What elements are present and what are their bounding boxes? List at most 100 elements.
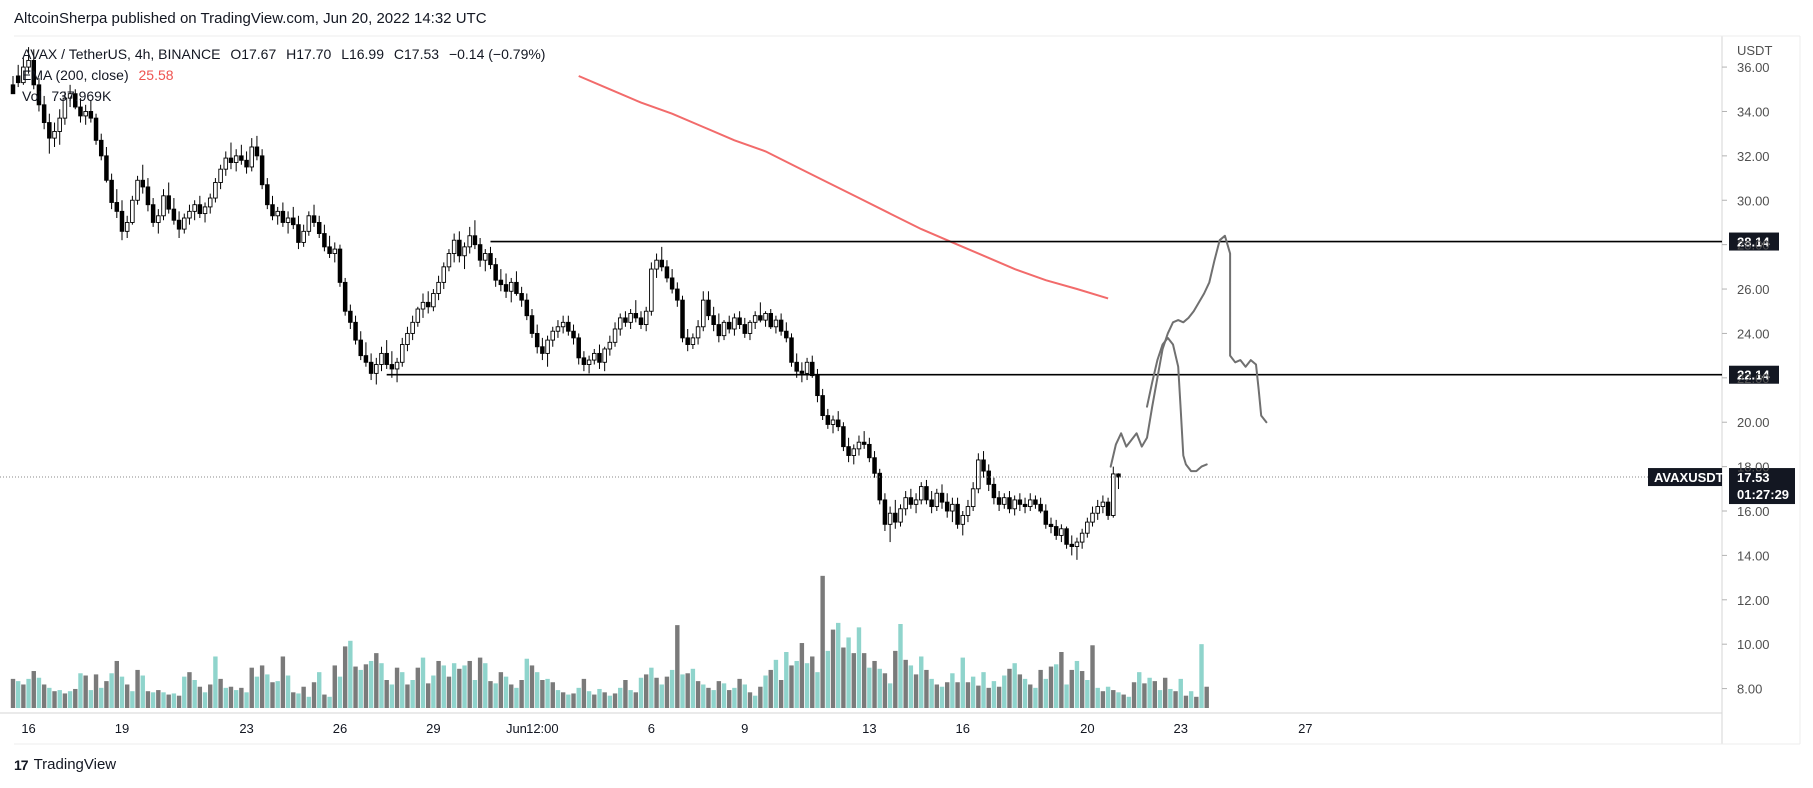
volume-bar xyxy=(1038,669,1043,708)
candle-body xyxy=(768,313,773,328)
candle-body xyxy=(680,299,685,339)
volume-bar xyxy=(410,680,415,708)
candle-body xyxy=(119,210,125,232)
volume-bar xyxy=(270,682,275,708)
projection-sketch xyxy=(1146,336,1208,473)
volume-bar xyxy=(1043,678,1049,708)
candle-body xyxy=(379,352,384,365)
candle-body xyxy=(327,246,332,254)
volume-bar xyxy=(291,692,296,708)
candles xyxy=(10,47,1121,560)
volume-bar xyxy=(960,657,965,708)
candle-body xyxy=(778,319,784,332)
candle-body xyxy=(483,253,488,261)
candle-body xyxy=(353,321,358,341)
candle-body xyxy=(498,279,504,286)
candle-body xyxy=(919,486,924,501)
legend-vol-value: 737.969K xyxy=(51,88,112,104)
volume-bar xyxy=(867,667,872,708)
candle-body xyxy=(872,457,877,474)
volume-bar xyxy=(145,691,151,708)
candle-body xyxy=(830,419,836,425)
candle-body xyxy=(182,217,187,230)
volume-bar xyxy=(415,667,421,708)
candle-body xyxy=(187,210,192,219)
volume-bar xyxy=(939,686,945,708)
volume-bar xyxy=(856,627,862,708)
volume-bar xyxy=(171,693,177,708)
time-tick-label: 20 xyxy=(1080,721,1094,736)
volume-bar xyxy=(836,622,841,708)
volume-bar xyxy=(1002,675,1007,708)
volume-bar xyxy=(472,680,478,708)
candle-body xyxy=(1048,523,1054,527)
candle-body xyxy=(545,339,550,354)
candle-body xyxy=(664,266,670,279)
volume-bar xyxy=(711,690,716,708)
candle-body xyxy=(493,264,498,281)
volume-bar xyxy=(1142,683,1147,708)
candle-body xyxy=(882,499,888,525)
candle-body xyxy=(1069,543,1075,547)
candle-body xyxy=(1043,510,1049,525)
candle-body xyxy=(301,230,306,243)
tradingview-logo[interactable]: 17 TradingView xyxy=(14,756,116,773)
legend-vol-label[interactable]: Vol xyxy=(22,88,42,104)
candle-body xyxy=(467,235,472,248)
volume-bar xyxy=(970,676,976,708)
volume-bar xyxy=(124,684,130,708)
legend-symbol[interactable]: AVAX / TetherUS, 4h, BINANCE xyxy=(22,46,221,62)
volume-bar xyxy=(830,629,836,708)
candle-body xyxy=(254,146,260,157)
volume-bar xyxy=(1137,672,1142,708)
candle-body xyxy=(861,441,867,445)
volume-bar xyxy=(1069,669,1074,708)
price-tick-label: 26.00 xyxy=(1737,282,1770,297)
candle-body xyxy=(26,59,31,68)
tradingview-logo-text: TradingView xyxy=(33,756,117,773)
volume-bar xyxy=(176,695,182,708)
volume-bar xyxy=(93,674,99,708)
candle-body xyxy=(52,130,57,139)
volume-bar xyxy=(742,684,747,708)
candle-body xyxy=(893,512,898,523)
volume-bar xyxy=(446,676,452,708)
legend-ema-row: EMA (200, close) 25.58 xyxy=(22,65,551,86)
volume-bar xyxy=(1085,680,1090,708)
candle-body xyxy=(867,443,872,459)
volume-bar xyxy=(706,687,711,708)
volume-bar xyxy=(586,691,592,708)
candle-body xyxy=(835,419,841,428)
time-tick-label: 16 xyxy=(956,721,970,736)
volume-bar xyxy=(208,684,213,708)
legend-open: O17.67 xyxy=(230,46,277,62)
level-badge xyxy=(1729,365,1779,384)
candle-body xyxy=(633,313,639,319)
volume-bar xyxy=(1121,694,1126,708)
candle-body xyxy=(763,313,768,321)
volume-bar xyxy=(986,687,991,708)
candle-body xyxy=(114,202,120,212)
candle-body xyxy=(135,179,140,201)
volume-bar xyxy=(1178,678,1183,708)
volume-bar xyxy=(550,682,555,708)
legend-ema-label[interactable]: EMA (200, close) xyxy=(22,67,129,83)
volume-bar xyxy=(638,677,644,708)
volume-bar xyxy=(555,690,561,708)
candle-body xyxy=(259,155,265,186)
volume-bar xyxy=(218,678,223,708)
candle-body xyxy=(166,195,171,210)
candle-body xyxy=(265,184,270,206)
volume-bar xyxy=(1131,682,1137,708)
volume-bar xyxy=(664,676,670,708)
legend-close: C17.53 xyxy=(393,46,440,62)
volume-bar xyxy=(773,659,779,708)
volume-bar xyxy=(254,676,260,708)
candle-body xyxy=(654,259,659,270)
volume-bar xyxy=(1173,691,1178,708)
candle-body xyxy=(36,84,42,106)
volume-bar xyxy=(1095,687,1100,708)
volume-bar xyxy=(1183,695,1189,708)
legend-change: −0.14 (−0.79%) xyxy=(448,46,546,62)
